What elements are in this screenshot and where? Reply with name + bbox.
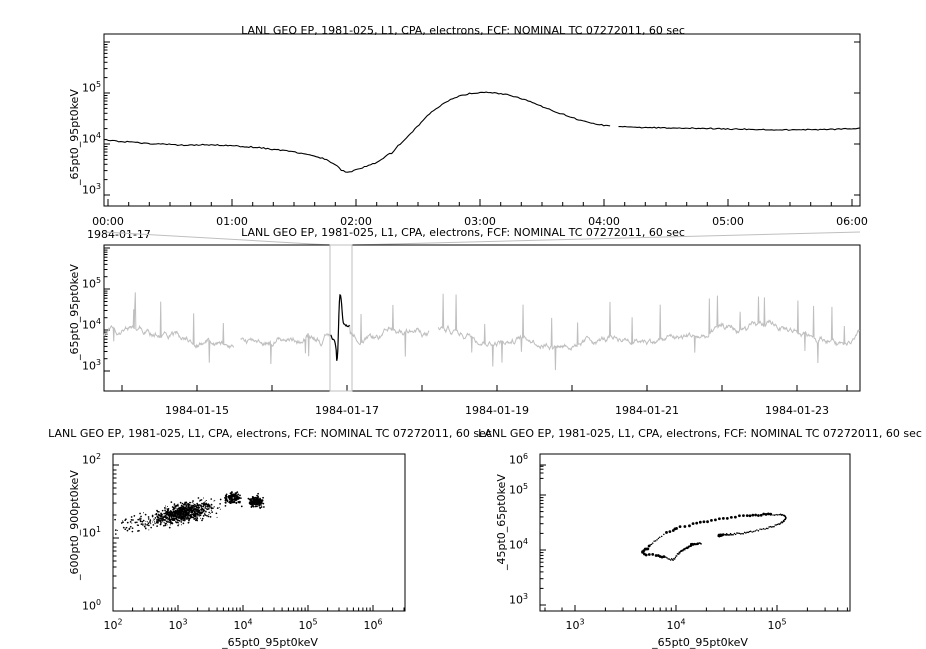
context-axes-frame [103,244,861,392]
scatter-left-ytick-1e2: 102 [81,451,101,467]
context-xtick-0: 1984-01-15 [165,404,229,417]
detail-date-label: 1984-01-17 [87,228,151,241]
context-x-ticks [121,385,848,391]
scatter-left-xtick-1e4: 104 [233,617,253,632]
context-y-minor-ticks [104,249,108,360]
scatter-right-ytick-1e4: 104 [508,536,528,552]
detail-xtick-5: 05:00 [712,215,744,228]
scatter-right-ytick-1e3: 103 [508,591,528,607]
detail-x-ticks [107,199,853,206]
context-zoom-selection-box[interactable] [329,244,353,392]
scatter-right-xtick-1e3: 103 [565,617,585,632]
scatter-left-ytick-1e0: 100 [81,597,101,613]
detail-ytick-1e4: 104 [81,130,101,146]
scatter-right-ytick-1e6: 106 [508,451,528,467]
scatter-left-ytick-1e1: 101 [81,524,101,540]
detail-xtick-0: 00:00 [92,215,124,228]
context-ytick-1e4: 104 [81,316,101,332]
detail-ytick-1e5: 105 [81,79,101,95]
scatter-right-x-ticks [544,605,848,611]
context-data-trace [103,292,861,371]
detail-xtick-2: 02:00 [340,215,372,228]
detail-axes-frame [103,33,861,207]
context-panel-title: LANL GEO EP, 1981-025, L1, CPA, electron… [241,226,685,239]
context-xtick-4: 1984-01-23 [765,404,829,417]
scatter-left-axes-frame [112,453,406,612]
scatter-left-points [114,491,265,535]
scatter-right-axes-frame [539,453,851,612]
detail-xtick-6: 06:00 [836,215,868,228]
detail-data-trace [103,91,861,173]
scatter-left-panel-title: LANL GEO EP, 1981-025, L1, CPA, electron… [48,427,492,440]
scatter-left-xtick-1e3: 103 [168,617,188,632]
detail-ytick-1e3: 103 [81,181,101,197]
scatter-left-xtick-1e6: 106 [363,617,383,632]
detail-xtick-4: 04:00 [588,215,620,228]
context-xtick-1: 1984-01-17 [315,404,379,417]
scatter-right-ytick-1e5: 105 [508,481,528,497]
detail-y-major-ticks [104,41,860,196]
scatter-left-x-ticks [112,605,405,611]
scatter-right-x-axis-label: _65pt0_95pt0keV [652,636,748,649]
scatter-right-panel-title: LANL GEO EP, 1981-025, L1, CPA, electron… [478,427,922,440]
context-ytick-1e5: 105 [81,275,101,291]
context-xtick-2: 1984-01-19 [465,404,529,417]
scatter-right-points [641,512,787,561]
context-highlight-trace [330,293,350,361]
detail-xtick-1: 01:00 [216,215,248,228]
scatter-left-xtick-1e2: 102 [103,617,123,632]
scatter-left-x-axis-label: _65pt0_95pt0keV [222,636,318,649]
detail-y-minor-ticks [104,44,108,181]
scatter-right-y-ticks [540,464,546,606]
context-ytick-1e3: 103 [81,357,101,373]
zoom-connector-lines [103,231,861,246]
detail-xtick-3: 03:00 [464,215,496,228]
scatter-right-xtick-1e4: 104 [666,617,686,632]
context-y-major-ticks [104,247,110,372]
scatter-right-xtick-1e5: 105 [767,617,787,632]
scatter-left-y-ticks [113,464,119,612]
scatter-left-xtick-1e5: 105 [298,617,318,632]
context-xtick-3: 1984-01-21 [615,404,679,417]
